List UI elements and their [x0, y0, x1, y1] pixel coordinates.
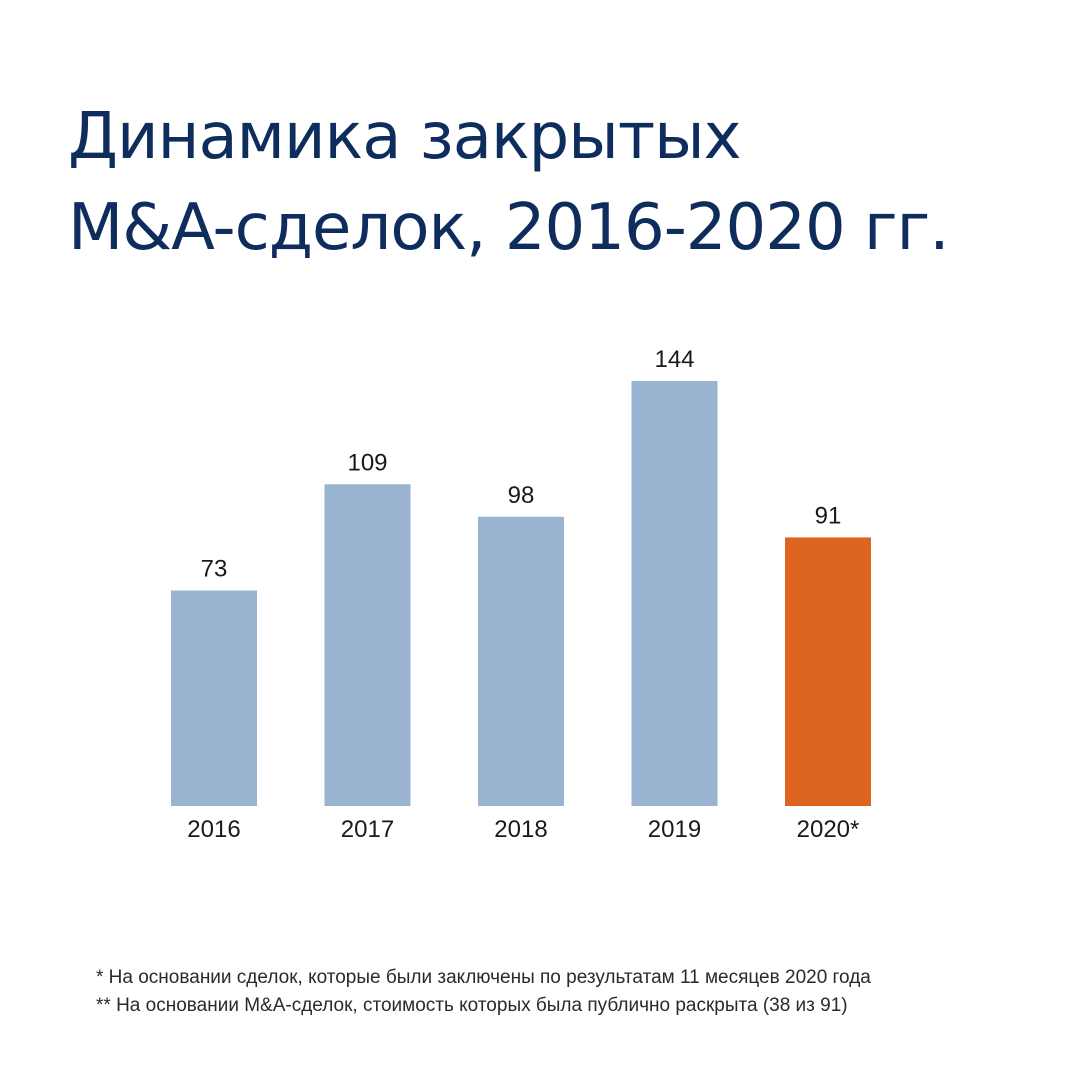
- chart-title-line-2: M&A-сделок, 2016-2020 гг.: [68, 191, 950, 265]
- chart-title: Динамика закрытых M&A-сделок, 2016-2020 …: [68, 92, 950, 274]
- value-label-2019: 144: [654, 346, 694, 373]
- bar-2019: [631, 381, 718, 806]
- category-label-2016: 2016: [187, 816, 240, 843]
- value-label-2018: 98: [508, 482, 535, 509]
- value-label-2016: 73: [201, 556, 228, 583]
- chart-title-line-1: Динамика закрытых: [68, 100, 741, 174]
- footnote-1: * На основании сделок, которые были закл…: [96, 967, 871, 988]
- bar-chart: 73 2016 109 2017 98 2018 144 2019 91 2020*: [171, 346, 871, 843]
- value-label-2017: 109: [347, 449, 387, 476]
- footnote-2: ** На основании M&A-сделок, стоимость ко…: [96, 995, 848, 1016]
- bar-2016: [171, 590, 257, 806]
- category-label-2017: 2017: [341, 816, 394, 843]
- category-label-2019: 2019: [648, 816, 701, 843]
- bar-2018: [478, 516, 564, 806]
- bar-2017: [324, 484, 411, 806]
- bar-2020: [785, 537, 871, 806]
- value-label-2020: 91: [815, 502, 842, 529]
- category-label-2020: 2020*: [797, 816, 860, 843]
- footnotes: * На основании сделок, которые были закл…: [96, 964, 871, 1020]
- category-label-2018: 2018: [494, 816, 547, 843]
